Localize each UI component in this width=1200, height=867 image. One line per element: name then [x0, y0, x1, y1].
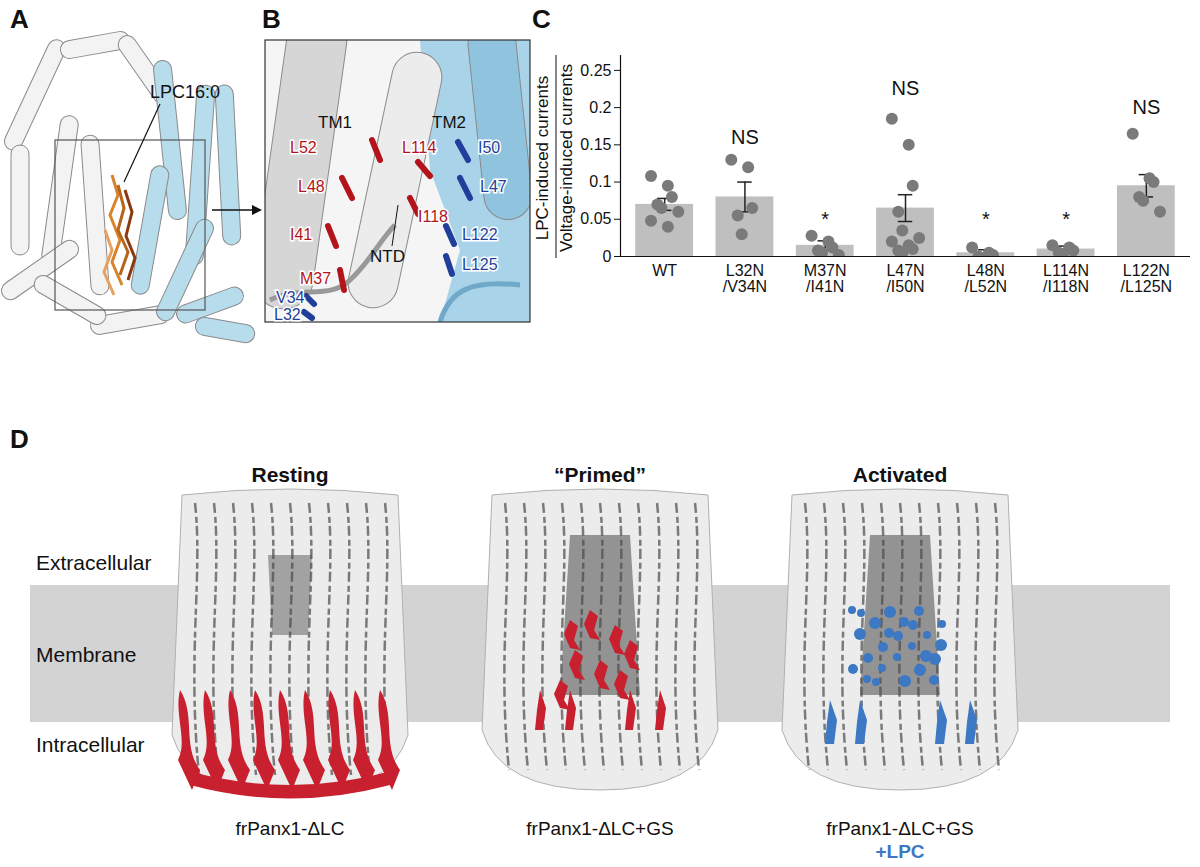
- svg-text:Intracellular: Intracellular: [36, 733, 145, 756]
- svg-text:0.2: 0.2: [589, 99, 611, 116]
- svg-text:*: *: [982, 208, 990, 230]
- svg-text:Activated: Activated: [853, 463, 948, 486]
- svg-text:I50: I50: [478, 139, 500, 156]
- svg-text:M37N/I41N: M37N/I41N: [804, 262, 847, 295]
- svg-text:NTD: NTD: [370, 247, 405, 266]
- svg-text:L48: L48: [298, 178, 325, 195]
- svg-text:LPC-induced currents: LPC-induced currents: [533, 76, 552, 240]
- svg-text:Resting: Resting: [251, 463, 328, 486]
- svg-text:0.15: 0.15: [580, 136, 611, 153]
- svg-text:L52: L52: [290, 139, 317, 156]
- svg-text:L114N/I118N: L114N/I118N: [1043, 262, 1089, 295]
- svg-text:NS: NS: [892, 77, 920, 99]
- svg-text:frPanx1-ΔLC: frPanx1-ΔLC: [236, 818, 345, 839]
- svg-text:0.1: 0.1: [589, 173, 611, 190]
- svg-text:TM1: TM1: [318, 113, 352, 132]
- svg-text:L114: L114: [402, 139, 437, 156]
- svg-text:L122: L122: [462, 226, 498, 243]
- svg-text:L32: L32: [274, 306, 301, 323]
- svg-text:A: A: [10, 4, 29, 34]
- svg-text:L48N/L52N: L48N/L52N: [964, 262, 1007, 295]
- svg-text:“Primed”: “Primed”: [554, 463, 646, 486]
- svg-text:NS: NS: [1132, 96, 1160, 118]
- svg-text:I118: I118: [418, 208, 448, 225]
- svg-text:frPanx1-ΔLC+GS: frPanx1-ΔLC+GS: [826, 818, 973, 839]
- svg-text:M37: M37: [300, 270, 331, 287]
- svg-text:TM2: TM2: [432, 113, 466, 132]
- svg-text:0.25: 0.25: [580, 62, 611, 79]
- svg-text:NS: NS: [731, 126, 759, 148]
- svg-text:frPanx1-ΔLC+GS: frPanx1-ΔLC+GS: [526, 818, 673, 839]
- svg-text:*: *: [821, 208, 829, 230]
- svg-text:Extracellular: Extracellular: [36, 551, 152, 574]
- svg-text:I41: I41: [290, 226, 312, 243]
- svg-text:0: 0: [603, 248, 612, 265]
- svg-text:L125: L125: [462, 256, 498, 273]
- svg-text:L32N/V34N: L32N/V34N: [723, 262, 767, 295]
- svg-text:Membrane: Membrane: [36, 643, 136, 666]
- svg-text:V34: V34: [276, 289, 305, 306]
- svg-text:WT: WT: [652, 262, 677, 279]
- svg-text:Voltage-induced currents: Voltage-induced currents: [557, 64, 576, 252]
- svg-text:C: C: [532, 4, 551, 34]
- svg-text:L122N/L125N: L122N/L125N: [1121, 262, 1173, 295]
- svg-text:B: B: [262, 4, 281, 34]
- svg-text:L47: L47: [480, 178, 507, 195]
- svg-text:0.05: 0.05: [580, 210, 611, 227]
- svg-text:LPC16:0: LPC16:0: [150, 82, 220, 102]
- svg-text:*: *: [1062, 208, 1070, 230]
- svg-text:L47N/I50N: L47N/I50N: [886, 262, 924, 295]
- svg-text:D: D: [10, 424, 29, 454]
- svg-text:+LPC: +LPC: [875, 841, 924, 862]
